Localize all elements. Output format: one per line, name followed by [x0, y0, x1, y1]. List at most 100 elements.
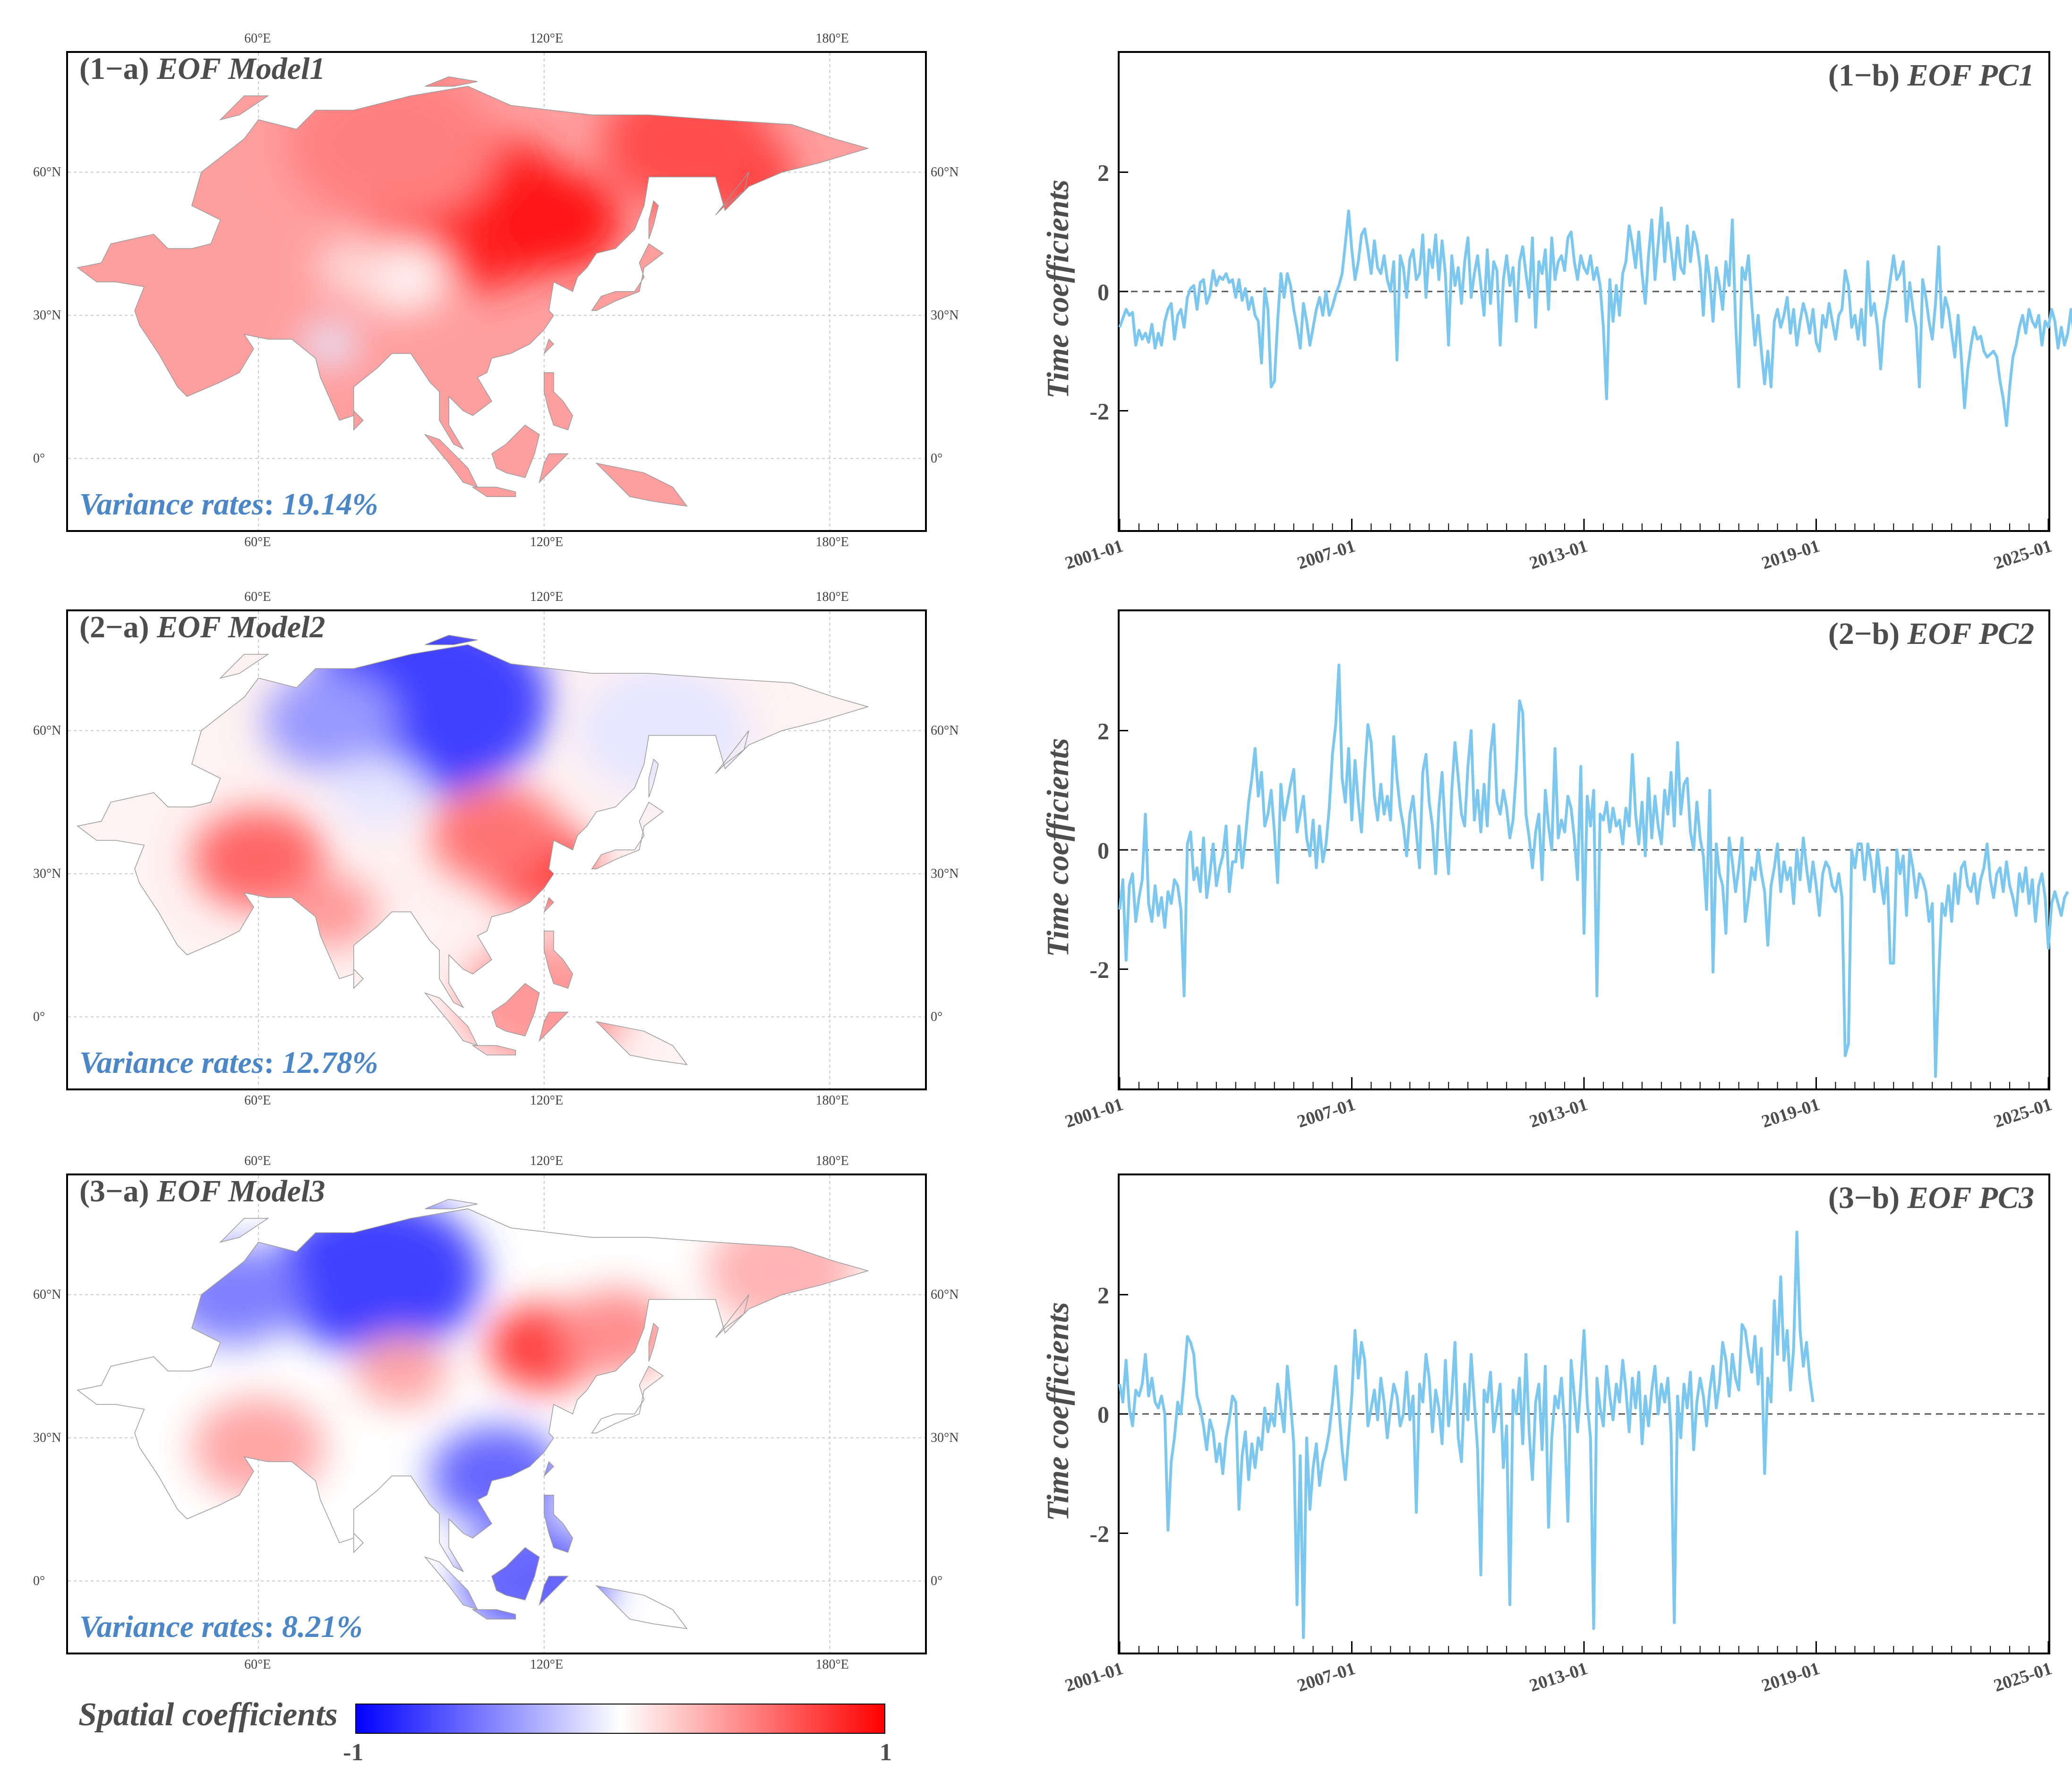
map-coast-outline	[353, 410, 364, 431]
map-coast-outline	[648, 200, 659, 240]
pc-xtick-label: 2001-01	[1062, 1659, 1125, 1696]
map-lat-tick-right: 30°N	[931, 866, 959, 881]
map-panel-3: (3−a) EOF Model3 Variance rates: 8.21%	[66, 1173, 927, 1654]
colorbar-min-label: -1	[343, 1739, 364, 1766]
map-coefficient-blob	[577, 666, 749, 795]
pc-xtick-label: 2007-01	[1295, 1659, 1358, 1696]
map-coast-outline	[539, 1576, 569, 1606]
map-coast-outline	[353, 1532, 364, 1553]
pc-ylabel-1: Time coefficients	[1041, 180, 1075, 399]
variance-text-3: Variance rates: 8.21%	[79, 1610, 363, 1644]
map-lon-tick-bottom: 180°E	[815, 535, 849, 549]
map-coefficient-blob	[429, 1426, 564, 1526]
pc-ytick-label: 0	[1097, 1401, 1109, 1428]
pc-panel-2: -2 0 2 2001-01 2007-01 2013-01 2019-01 2025-01 …	[1062, 609, 2069, 1132]
map-lat-tick-left: 30°N	[33, 1430, 61, 1445]
pc-xtick-label: 2025-01	[1991, 1659, 2054, 1696]
map-coast-outline	[544, 930, 574, 989]
map-coast-outline	[715, 1294, 749, 1338]
pc-title-2: (2−b) EOF PC2	[1828, 617, 2034, 651]
map-coast-outline	[219, 95, 269, 120]
map-lat-tick-left: 0°	[33, 451, 45, 466]
map-coefficient-blob	[316, 239, 392, 296]
map-coast-outline	[491, 424, 540, 478]
map-coefficient-blob	[301, 322, 359, 366]
map-lon-tick-top: 120°E	[530, 31, 564, 46]
map-coastline	[77, 634, 869, 1065]
colorbar-max-label: 1	[880, 1739, 892, 1766]
map-lon-tick-top: 60°E	[244, 1154, 271, 1168]
map-coast-outline	[219, 1218, 269, 1243]
pc-ylabel-2: Time coefficients	[1041, 738, 1075, 957]
map-coastline	[77, 76, 869, 507]
map-coast-outline	[77, 644, 869, 1009]
pc-ytick-label: 0	[1097, 279, 1109, 305]
pc-chart-2: -2 0 2 2001-01 2007-01 2013-01 2019-01 2025-01	[1062, 663, 2069, 1132]
map-coast-outline	[471, 487, 516, 497]
map-graphic-1	[68, 53, 925, 530]
map-title-2: (2−a) EOF Model2	[79, 610, 325, 644]
pc-title-1: (1−b) EOF PC1	[1828, 58, 2034, 93]
map-coast-outline	[715, 730, 749, 774]
map-coast-outline	[648, 1322, 659, 1362]
map-coast-outline	[595, 463, 688, 507]
pc-ylabel-3: Time coefficients	[1041, 1302, 1075, 1521]
pc-ytick-label: 2	[1097, 1282, 1109, 1309]
map-coast-outline	[539, 1011, 569, 1042]
map-coast-outline	[544, 372, 574, 430]
map-coast-outline	[424, 1556, 479, 1610]
map-coast-outline	[424, 992, 479, 1046]
map-lon-tick-top: 60°E	[244, 590, 271, 604]
map-coast-outline	[544, 338, 554, 354]
map-coefficient-blob	[282, 876, 378, 948]
map-lat-tick-right: 30°N	[931, 1430, 959, 1445]
colorbar-gradient	[355, 1704, 885, 1734]
map-coast-outline	[544, 1494, 574, 1553]
map-lon-tick-top: 180°E	[815, 1154, 849, 1168]
map-coastline	[77, 1199, 869, 1629]
map-panel-1: (1−a) EOF Model1 Variance rates: 19.14%	[66, 51, 927, 532]
map-lon-tick-bottom: 120°E	[530, 1657, 564, 1672]
pc-title-3: (3−b) EOF PC3	[1828, 1181, 2034, 1215]
map-lon-tick-bottom: 180°E	[815, 1093, 849, 1108]
map-coefficient-blob	[429, 785, 564, 886]
map-coast-outline	[648, 758, 659, 798]
map-lon-tick-top: 120°E	[530, 1154, 564, 1168]
map-coast-outline	[595, 1021, 688, 1065]
map-lat-tick-left: 60°N	[33, 1287, 61, 1302]
map-coefficient-blob	[263, 671, 397, 771]
pc-xtick-label: 2025-01	[1991, 536, 2054, 574]
map-coast-outline	[591, 1365, 664, 1434]
pc-xtick-label: 2007-01	[1295, 1095, 1358, 1132]
map-coast-outline	[353, 968, 364, 989]
map-lat-tick-right: 60°N	[931, 164, 959, 180]
map-title-1: (1−a) EOF Model1	[79, 51, 325, 86]
map-coast-outline	[595, 1585, 688, 1629]
map-coefficient-blob	[706, 1214, 858, 1328]
map-lon-tick-bottom: 60°E	[244, 1093, 271, 1108]
map-lat-tick-left: 0°	[33, 1009, 45, 1024]
map-coefficient-blob	[558, 1290, 673, 1376]
pc-ytick-label: 2	[1097, 160, 1109, 186]
map-lat-tick-left: 0°	[33, 1573, 45, 1588]
pc-panel-3: -2 0 2 2001-01 2007-01 2013-01 2019-01 2025-01 …	[1062, 1173, 2055, 1696]
map-lon-tick-bottom: 60°E	[244, 535, 271, 549]
pc-ytick-label: -2	[1089, 1521, 1109, 1547]
map-coefficient-blob	[330, 757, 425, 829]
map-coast-outline	[544, 1461, 554, 1476]
map-coast-outline	[425, 634, 478, 645]
pc-xtick-label: 2007-01	[1295, 536, 1358, 574]
map-coefficient-blob	[353, 1335, 449, 1407]
map-coast-outline	[539, 453, 569, 484]
map-lat-tick-right: 30°N	[931, 308, 959, 323]
map-graphic-2	[68, 611, 925, 1088]
map-lat-tick-left: 60°N	[33, 723, 61, 738]
pc-ytick-label: 0	[1097, 837, 1109, 864]
map-coast-outline	[219, 654, 269, 679]
map-lat-tick-right: 0°	[931, 1573, 943, 1588]
map-coast-outline	[471, 1609, 516, 1620]
map-lon-tick-top: 180°E	[815, 31, 849, 46]
map-lon-tick-top: 180°E	[815, 590, 849, 604]
map-panel-2: (2−a) EOF Model2 Variance rates: 12.78%	[66, 609, 927, 1090]
pc-chart-1: -2 0 2 2001-01 2007-01 2013-01 2019-01 2025-01	[1062, 160, 2072, 574]
